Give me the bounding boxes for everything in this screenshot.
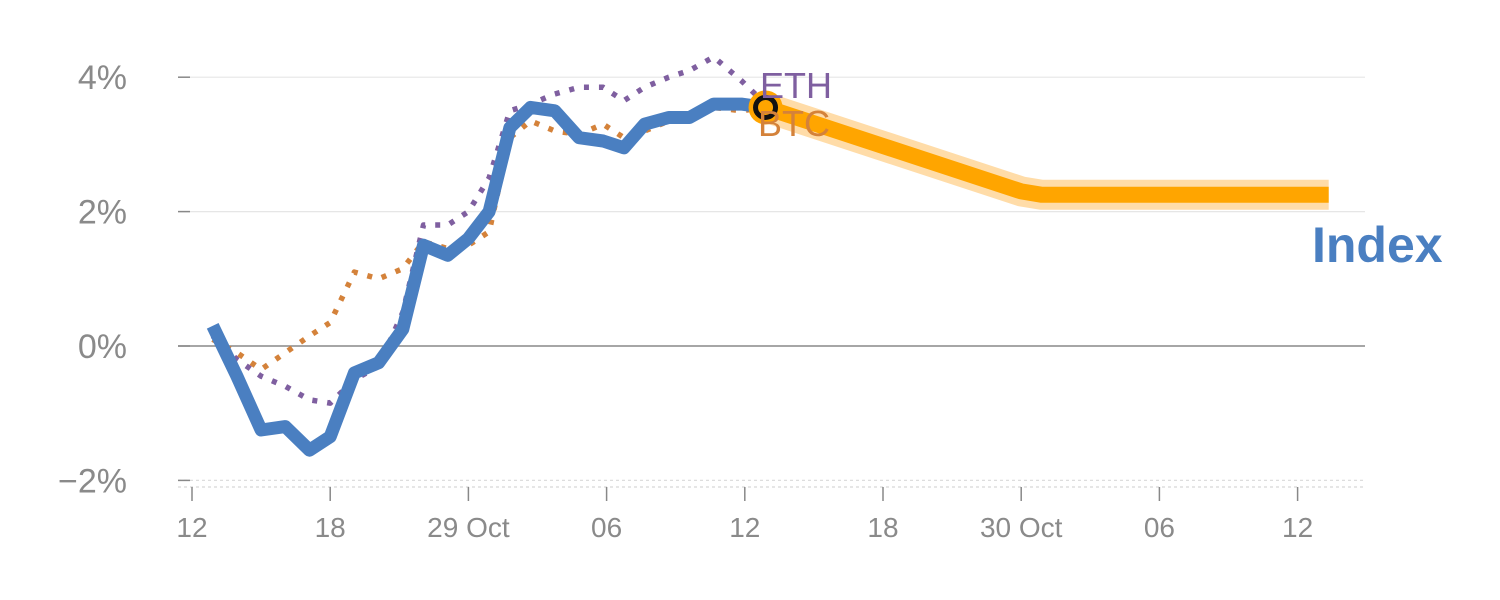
y-tick-label: 2% bbox=[78, 194, 127, 232]
x-tick-label: 12 bbox=[1282, 512, 1313, 543]
x-tick-label: 06 bbox=[591, 512, 622, 543]
eth-label: ETH bbox=[760, 65, 832, 106]
grid bbox=[178, 76, 1365, 481]
y-axis: 4% 2% 0% −2% bbox=[58, 59, 190, 500]
x-tick-label: 18 bbox=[315, 512, 346, 543]
btc-label: BTC bbox=[758, 103, 830, 144]
y-tick-label: −2% bbox=[58, 462, 127, 500]
x-tick-label: 12 bbox=[176, 512, 207, 543]
y-tick-label: 4% bbox=[78, 59, 127, 97]
index-line bbox=[206, 97, 767, 457]
current-marker-ring bbox=[753, 94, 779, 120]
x-tick-label: 30 Oct bbox=[980, 512, 1063, 543]
forecast-band-outer bbox=[760, 93, 1329, 210]
x-tick-label: 12 bbox=[729, 512, 760, 543]
series-layer bbox=[206, 54, 1329, 457]
index-label: Index bbox=[1312, 217, 1443, 273]
x-tick-label: 29 Oct bbox=[427, 512, 510, 543]
marker-layer bbox=[748, 90, 783, 125]
x-tick-label: 18 bbox=[867, 512, 898, 543]
x-tick-label: 06 bbox=[1144, 512, 1175, 543]
x-axis: 12 18 29 Oct 06 12 18 30 Oct 06 12 bbox=[176, 486, 1365, 543]
btc-line bbox=[211, 104, 766, 373]
y-tick-label: 0% bbox=[78, 328, 127, 366]
forecast-band-line bbox=[763, 99, 1329, 203]
eth-line bbox=[210, 54, 768, 406]
